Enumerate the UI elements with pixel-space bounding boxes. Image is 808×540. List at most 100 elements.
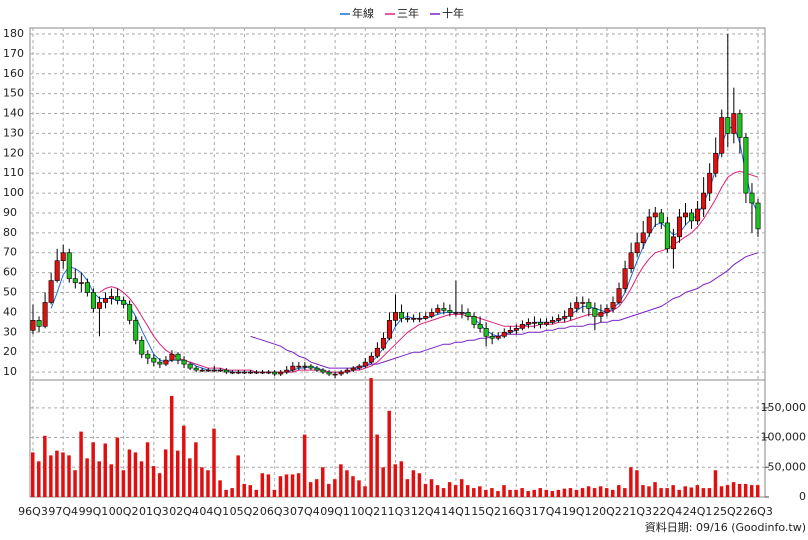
y-tick-label: 150 bbox=[3, 87, 24, 100]
volume-bar bbox=[333, 479, 337, 497]
volume-bar bbox=[623, 488, 627, 497]
ma-line bbox=[250, 252, 759, 369]
volume-bar bbox=[556, 489, 561, 497]
candle-body bbox=[266, 371, 272, 374]
candle-body bbox=[459, 312, 465, 314]
volume-bar bbox=[97, 461, 101, 497]
candle-body bbox=[181, 359, 187, 365]
candle-body bbox=[411, 318, 417, 320]
x-tick-label: 96Q3 bbox=[18, 505, 48, 518]
y-tick-label: 50 bbox=[3, 286, 17, 299]
candle-body bbox=[380, 337, 386, 349]
candle-body bbox=[157, 361, 163, 365]
y-tick-label: 30 bbox=[3, 325, 17, 338]
volume-bar bbox=[79, 431, 83, 497]
candle-body bbox=[429, 312, 435, 317]
candle-body bbox=[689, 212, 695, 222]
ma-line bbox=[50, 124, 759, 373]
volume-bar bbox=[520, 488, 524, 497]
volume-bar bbox=[490, 488, 494, 497]
volume-bar bbox=[266, 474, 271, 497]
candle-body bbox=[254, 371, 260, 374]
candle-body bbox=[272, 371, 278, 375]
candle-body bbox=[54, 260, 60, 281]
candle-body bbox=[507, 330, 513, 333]
candle-body bbox=[199, 369, 205, 372]
volume-bar bbox=[236, 455, 240, 497]
candle-body bbox=[713, 153, 719, 174]
candle-body bbox=[701, 192, 707, 210]
volume-bar bbox=[725, 485, 730, 497]
volume-bar bbox=[441, 488, 446, 497]
volume-bar bbox=[756, 485, 760, 497]
volume-bar bbox=[743, 483, 748, 497]
volume-bar bbox=[387, 410, 391, 497]
candle-body bbox=[483, 328, 489, 337]
y-tick-label: 80 bbox=[3, 226, 17, 239]
volume-bar bbox=[689, 487, 694, 497]
y-tick-label: 70 bbox=[3, 246, 17, 259]
candle-body bbox=[326, 371, 332, 375]
x-tick-label: 97Q4 bbox=[48, 505, 78, 518]
volume-bar bbox=[188, 458, 192, 497]
candle-body bbox=[640, 232, 646, 244]
volume-bar bbox=[200, 467, 204, 497]
candle-body bbox=[374, 347, 380, 357]
candle-body bbox=[453, 312, 459, 314]
candle-body bbox=[755, 202, 761, 230]
candle-body bbox=[90, 292, 96, 309]
candle-body bbox=[682, 212, 688, 218]
candle-body bbox=[658, 212, 664, 224]
volume-bar bbox=[574, 489, 579, 497]
footer: 資料日期: 09/16 (Goodinfo.tw) bbox=[645, 520, 806, 534]
x-tick-label: 25Q2 bbox=[713, 505, 743, 518]
x-tick-label: 24Q1 bbox=[683, 505, 713, 518]
candle-body bbox=[616, 288, 622, 303]
candle-body bbox=[235, 371, 241, 374]
candle-body bbox=[302, 365, 308, 368]
x-tick-label: 19Q1 bbox=[562, 505, 592, 518]
x-tick-label: 05Q2 bbox=[230, 505, 260, 518]
volume-bar bbox=[212, 428, 216, 497]
volume-bar bbox=[345, 470, 349, 497]
volume-bar bbox=[496, 491, 500, 497]
candle-body bbox=[598, 312, 604, 317]
candle-body bbox=[241, 371, 247, 374]
candle-body bbox=[441, 308, 447, 311]
candle-body bbox=[163, 359, 169, 365]
candle-body bbox=[495, 335, 501, 339]
candle-body bbox=[320, 369, 326, 373]
candle-body bbox=[610, 302, 616, 309]
candle-body bbox=[103, 298, 109, 303]
x-tick-label: 06Q3 bbox=[260, 505, 290, 518]
volume-bar bbox=[73, 470, 77, 497]
candle-body bbox=[175, 353, 181, 361]
candle-body bbox=[550, 320, 556, 323]
candle-body bbox=[435, 308, 441, 313]
candle-body bbox=[707, 172, 713, 194]
volume-bar bbox=[61, 452, 65, 497]
x-tick-label: 07Q4 bbox=[290, 505, 320, 518]
volume-bar bbox=[411, 470, 416, 497]
volume-bar bbox=[604, 488, 609, 497]
candle-body bbox=[127, 304, 133, 321]
volume-bar bbox=[568, 488, 573, 497]
y2-tick-label: 50,000 bbox=[768, 460, 807, 473]
candle-body bbox=[634, 242, 640, 254]
volume-bar bbox=[617, 485, 621, 497]
volume-bar bbox=[737, 483, 742, 497]
y-tick-label: 100 bbox=[3, 186, 24, 199]
volume-bar bbox=[707, 488, 712, 497]
volume-bar bbox=[653, 482, 657, 497]
volume-bar bbox=[302, 434, 307, 497]
candle-body bbox=[604, 308, 610, 313]
y-tick-label: 160 bbox=[3, 67, 24, 80]
y-tick-label: 110 bbox=[3, 166, 24, 179]
volume-bar bbox=[169, 395, 174, 497]
candle-body bbox=[731, 113, 737, 134]
candle-body bbox=[386, 320, 392, 339]
candle-body bbox=[42, 302, 48, 327]
y-tick-label: 20 bbox=[3, 345, 17, 358]
volume-bar bbox=[514, 489, 518, 497]
volume-bar bbox=[586, 486, 591, 497]
